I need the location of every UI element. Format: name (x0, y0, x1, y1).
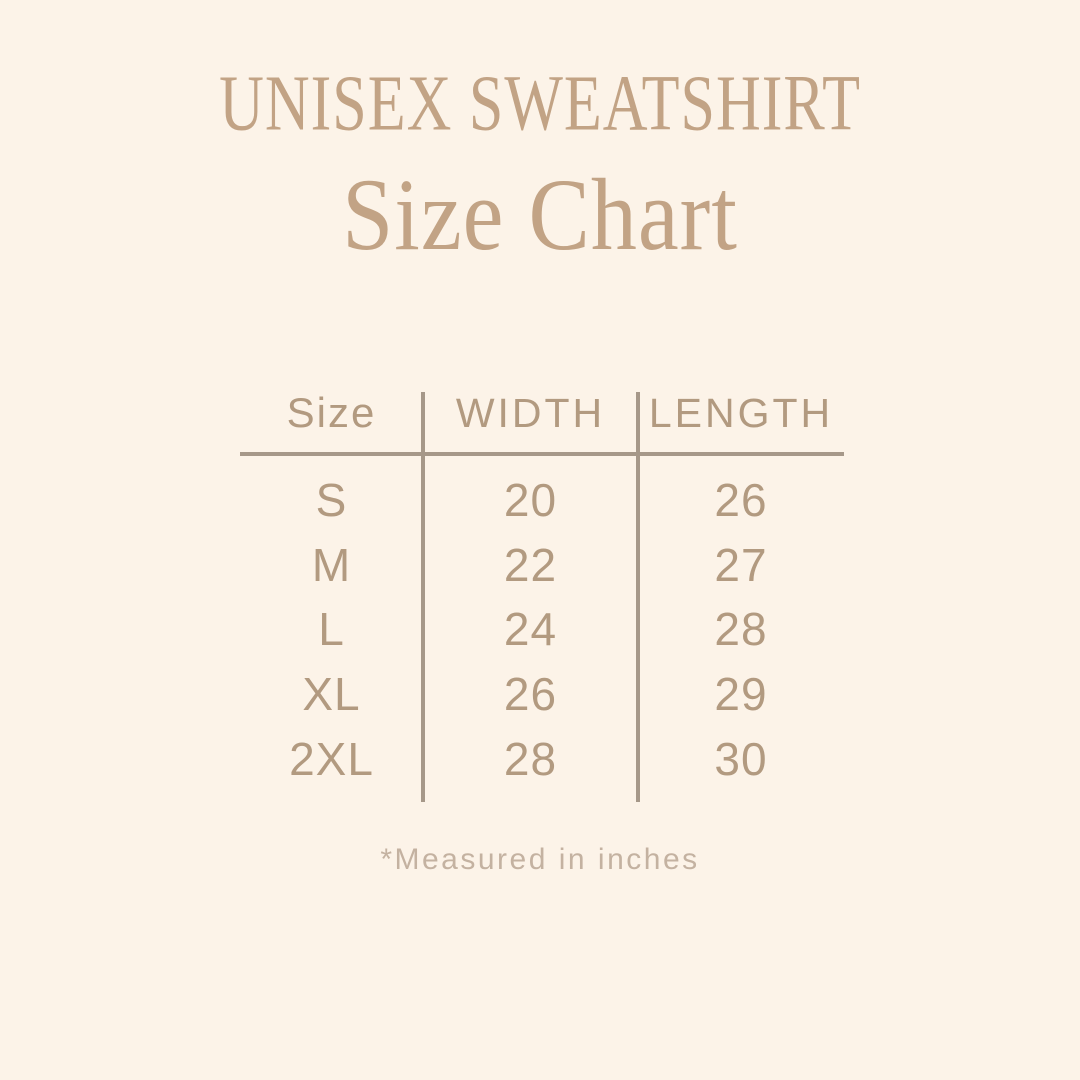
table-row: M 22 27 (240, 533, 844, 598)
table-row: 2XL 28 30 (240, 726, 844, 791)
size-label: S (315, 474, 348, 527)
width-value: 24 (503, 603, 558, 656)
width-value: 28 (503, 732, 558, 785)
poster-subtitle: Size Chart (342, 157, 738, 272)
width-value: 20 (503, 474, 558, 527)
size-label: XL (302, 668, 361, 721)
size-label: 2XL (289, 732, 374, 785)
size-label: M (311, 538, 352, 591)
length-value: 28 (714, 603, 768, 656)
size-table-body: S 20 26 M 22 27 L 24 28 XL 26 29 2XL 28 … (240, 468, 844, 791)
size-table-header: Size WIDTH LENGTH (240, 384, 844, 442)
size-label: L (318, 603, 345, 656)
length-value: 29 (714, 668, 768, 721)
length-value: 26 (714, 474, 768, 527)
measurement-footnote: *Measured in inches (380, 843, 700, 876)
table-row: XL 26 29 (240, 662, 844, 727)
column-header-size: Size (286, 389, 377, 436)
width-value: 26 (503, 668, 558, 721)
table-header-rule (240, 452, 844, 456)
length-value: 30 (714, 732, 768, 785)
table-row: S 20 26 (240, 468, 844, 533)
width-value: 22 (503, 538, 558, 591)
length-value: 27 (714, 538, 768, 591)
table-column-divider-2 (636, 392, 640, 802)
column-header-width: WIDTH (455, 389, 606, 436)
table-column-divider-1 (421, 392, 425, 802)
table-row: L 24 28 (240, 597, 844, 662)
poster-title: UNISEX SWEATSHIRT (219, 60, 861, 148)
column-header-length: LENGTH (648, 389, 834, 436)
